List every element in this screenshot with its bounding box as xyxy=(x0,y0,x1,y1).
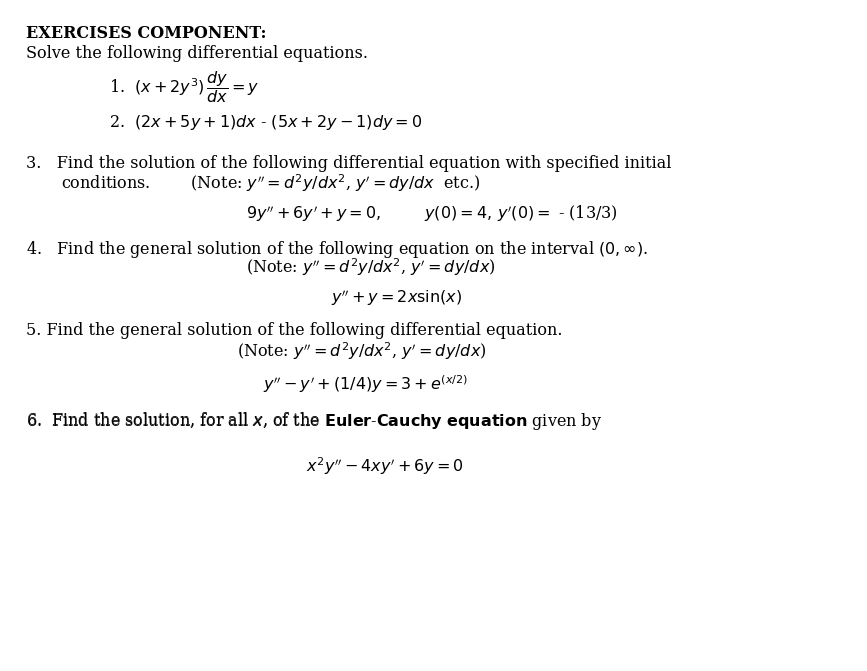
Text: 1.  $(x + 2y^3)\,\dfrac{dy}{dx} = y$: 1. $(x + 2y^3)\,\dfrac{dy}{dx} = y$ xyxy=(109,69,260,105)
Text: 6.  Find the solution, for all $x$, of the $\mathbf{Euler}$-$\mathbf{Cauchy\ equ: 6. Find the solution, for all $x$, of th… xyxy=(26,411,602,432)
Text: (Note: $y'' = d^2y/dx^2$, $y' = dy/dx$): (Note: $y'' = d^2y/dx^2$, $y' = dy/dx$) xyxy=(238,341,487,362)
Text: $9y'' + 6y' + y = 0,$        $y(0) = 4,\, y'(0) = $ - (13/3): $9y'' + 6y' + y = 0,$ $y(0) = 4,\, y'(0)… xyxy=(246,204,617,224)
Text: $y'' - y' + (1/4)y = 3 + e^{(x/2)}$: $y'' - y' + (1/4)y = 3 + e^{(x/2)}$ xyxy=(263,373,467,395)
Text: 2.  $(2x + 5y + 1)dx$ - $(5x + 2y - 1)dy = 0$: 2. $(2x + 5y + 1)dx$ - $(5x + 2y - 1)dy … xyxy=(109,113,423,132)
Text: 3.   Find the solution of the following differential equation with specified ini: 3. Find the solution of the following di… xyxy=(26,155,671,172)
Text: EXERCISES COMPONENT:: EXERCISES COMPONENT: xyxy=(26,25,266,42)
Text: 4.   Find the general solution of the following equation on the interval $(0, \i: 4. Find the general solution of the foll… xyxy=(26,239,648,260)
Text: $y'' + y = 2x\sin(x)$: $y'' + y = 2x\sin(x)$ xyxy=(331,288,462,309)
Text: $x^2y'' - 4xy' + 6y = 0$: $x^2y'' - 4xy' + 6y = 0$ xyxy=(305,455,464,477)
Text: 6.  Find the solution, for all $x$, of the $\mathbf{Euler}$-$\mathbf{Cauchy\ equ: 6. Find the solution, for all $x$, of th… xyxy=(26,411,602,432)
Text: conditions.        (Note: $y'' = d^2y/dx^2$, $y' = dy/dx$  etc.): conditions. (Note: $y'' = d^2y/dx^2$, $y… xyxy=(61,172,480,194)
Text: 5. Find the general solution of the following differential equation.: 5. Find the general solution of the foll… xyxy=(26,322,562,340)
Text: (Note: $y'' = d^2y/dx^2$, $y' = dy/dx$): (Note: $y'' = d^2y/dx^2$, $y' = dy/dx$) xyxy=(246,256,495,278)
Text: Solve the following differential equations.: Solve the following differential equatio… xyxy=(26,45,368,62)
Text: 6.  Find the solution, for all $x$, of the: 6. Find the solution, for all $x$, of th… xyxy=(26,411,321,429)
